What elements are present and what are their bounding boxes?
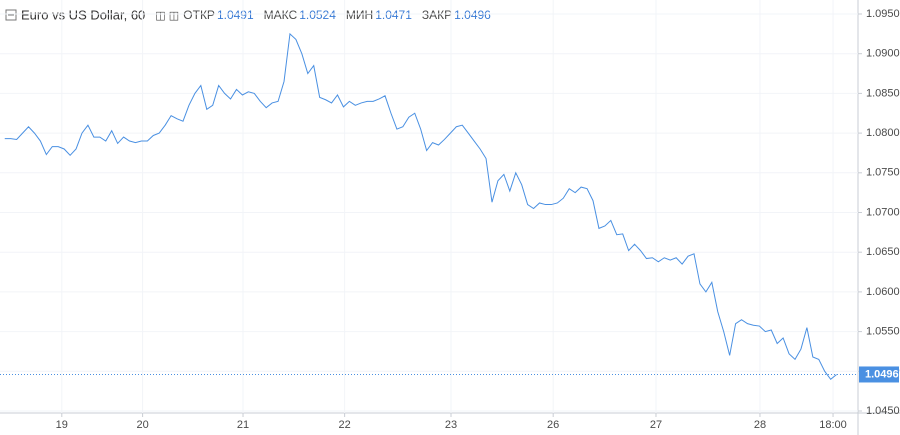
y-tick-label: 1.0900 [866, 48, 900, 60]
ohlc-label: ЗАКР [422, 8, 452, 22]
x-tick-label: 22 [339, 419, 351, 431]
x-tick-label: 19 [56, 419, 68, 431]
y-tick-label: 1.0800 [866, 127, 900, 139]
x-tick-label: 28 [754, 419, 766, 431]
ohlc-value: 1.0496 [454, 8, 491, 22]
collapse-icon[interactable] [5, 9, 17, 21]
y-tick-label: 1.0700 [866, 206, 900, 218]
last-price-label: 1.0496 [865, 368, 899, 380]
y-tick-label: 1.0550 [866, 326, 900, 338]
ohlc-label: МИН [346, 8, 373, 22]
y-tick-label: 1.0650 [866, 246, 900, 258]
x-tick-label: 21 [237, 419, 249, 431]
x-tick-label: 27 [650, 419, 662, 431]
y-tick-label: 1.0750 [866, 167, 900, 179]
x-tick-label: 23 [445, 419, 457, 431]
ohlc-value: 1.0524 [299, 8, 336, 22]
y-tick-label: 1.0950 [866, 8, 900, 20]
symbol-title: Euro vs US Dollar, 60 [21, 7, 145, 22]
x-tick-label: 18:00 [819, 419, 847, 431]
x-tick-label: 26 [547, 419, 559, 431]
settings-icon: ◫ ◫ [155, 10, 179, 22]
y-tick-label: 1.0600 [866, 286, 900, 298]
header: Euro vs US Dollar, 60 [5, 7, 145, 22]
ohlc-value: 1.0471 [375, 8, 412, 22]
y-tick-label: 1.0850 [866, 87, 900, 99]
x-tick-label: 20 [136, 419, 148, 431]
ohlc-label: ОТКР [183, 8, 215, 22]
price-line [4, 32, 837, 380]
ohlc-value: 1.0491 [217, 8, 254, 22]
y-tick-label: 1.0450 [866, 405, 900, 417]
ohlc-label: МАКС [264, 8, 298, 22]
last-price-box [859, 366, 899, 383]
